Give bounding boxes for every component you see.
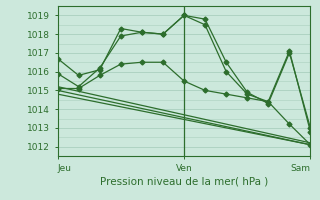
X-axis label: Pression niveau de la mer( hPa ): Pression niveau de la mer( hPa ) [100, 177, 268, 187]
